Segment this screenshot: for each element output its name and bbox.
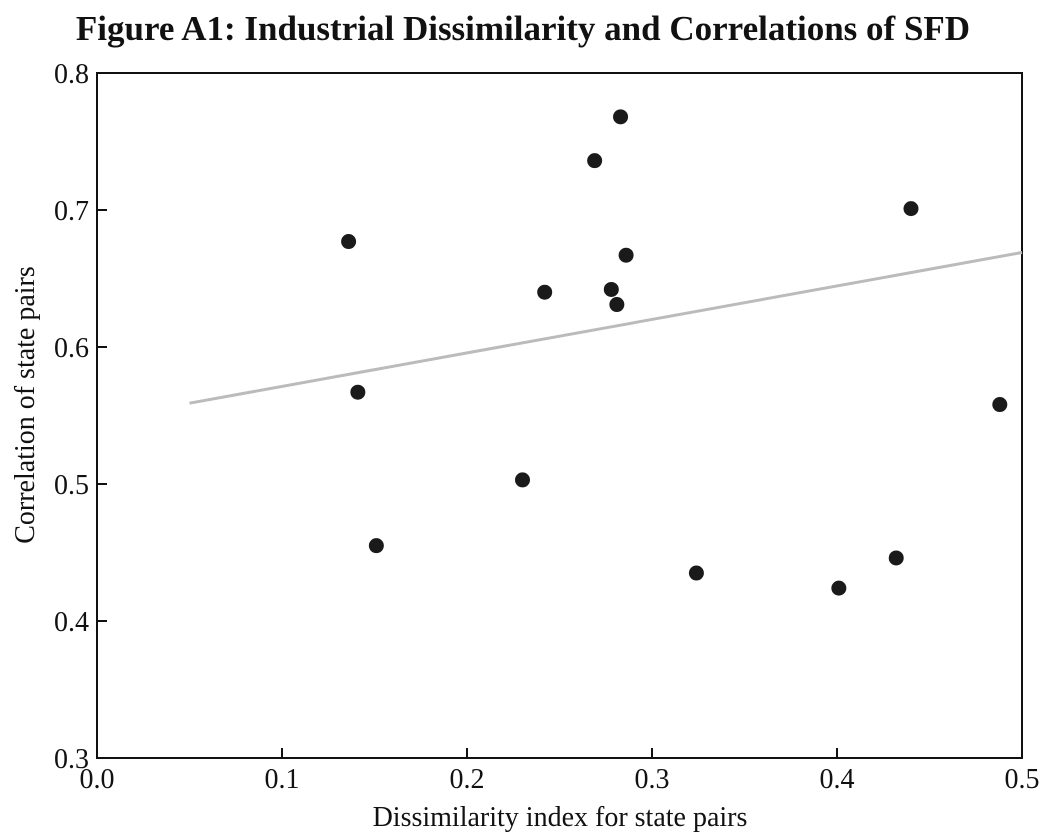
x-tick-label: 0.3: [635, 764, 670, 795]
data-point: [341, 234, 357, 250]
chart-title: Figure A1: Industrial Dissimilarity and …: [76, 9, 970, 48]
data-point: [609, 297, 625, 313]
data-point: [603, 281, 619, 297]
y-tick-label: 0.4: [54, 607, 89, 638]
y-tick-label: 0.5: [54, 470, 89, 501]
data-point: [903, 201, 919, 217]
data-point: [618, 247, 634, 263]
data-point: [515, 472, 530, 488]
data-point: [368, 538, 384, 554]
y-axis-title: Correlation of state pairs: [10, 266, 41, 544]
y-tick-label: 0.3: [54, 744, 89, 775]
y-tick-label: 0.8: [54, 59, 89, 90]
data-point: [688, 565, 704, 581]
x-tick-label: 0.0: [80, 764, 115, 795]
x-tick-label: 0.4: [820, 764, 855, 795]
data-point: [888, 550, 904, 566]
plot-frame: [96, 72, 1023, 759]
x-tick-label: 0.2: [450, 764, 485, 795]
y-tick-label: 0.6: [54, 333, 89, 364]
y-tick-label: 0.7: [54, 196, 89, 227]
x-tick-label: 0.5: [1005, 764, 1040, 795]
x-tick-label: 0.1: [265, 764, 300, 795]
data-point: [613, 109, 629, 125]
data-point: [831, 580, 847, 596]
data-point: [587, 153, 603, 169]
trend-line: [189, 250, 1023, 405]
data-point: [992, 397, 1008, 413]
data-point: [537, 284, 553, 300]
data-point: [350, 384, 366, 400]
x-axis-title: Dissimilarity index for state pairs: [373, 802, 748, 833]
